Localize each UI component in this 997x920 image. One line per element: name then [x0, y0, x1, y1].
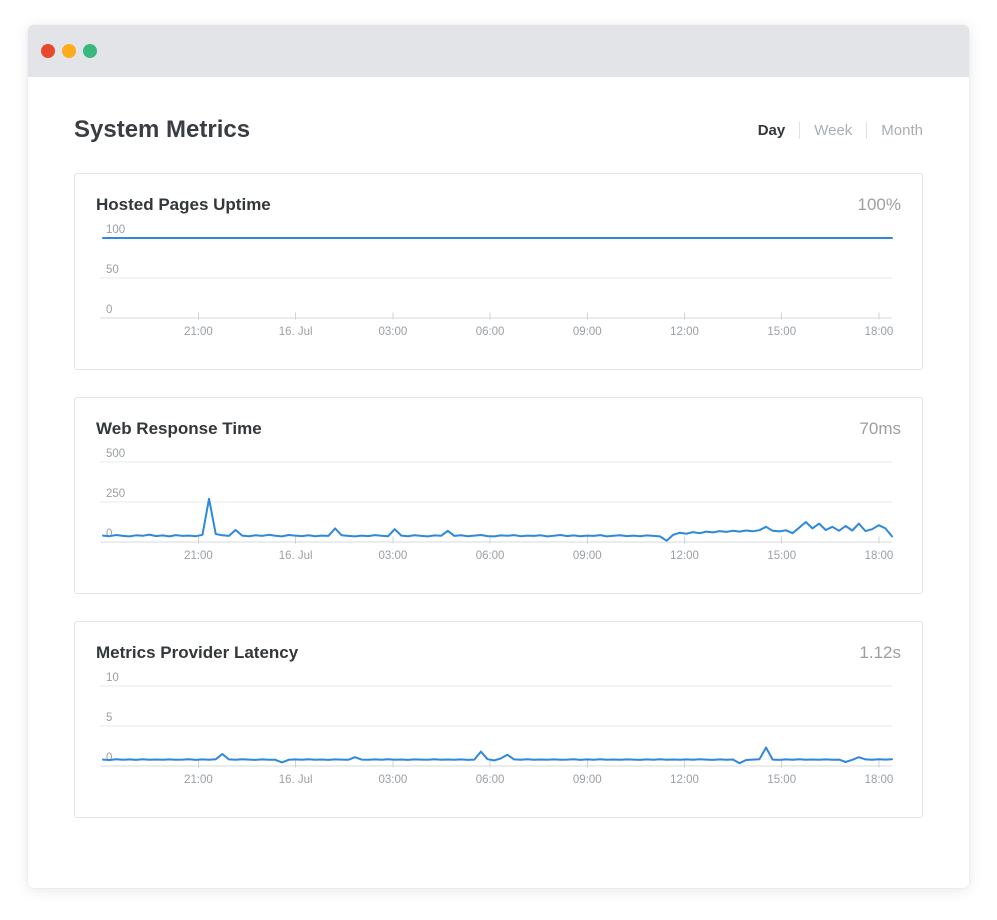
svg-text:16. Jul: 16. Jul: [279, 326, 313, 338]
card-header: Web Response Time 70ms: [75, 398, 922, 445]
time-range-tabs: Day Week Month: [744, 121, 923, 139]
svg-text:15:00: 15:00: [767, 550, 796, 562]
svg-text:21:00: 21:00: [184, 550, 213, 562]
svg-text:09:00: 09:00: [573, 774, 602, 786]
page-header: System Metrics Day Week Month: [74, 77, 923, 144]
card-title: Web Response Time: [96, 419, 262, 438]
svg-text:18:00: 18:00: [865, 774, 894, 786]
svg-text:06:00: 06:00: [476, 550, 505, 562]
card-web-response-time: Web Response Time 70ms 500 250 0 21:00 16. J…: [74, 397, 923, 594]
svg-text:50: 50: [106, 264, 119, 276]
svg-text:5: 5: [106, 712, 112, 724]
svg-text:16. Jul: 16. Jul: [279, 550, 313, 562]
svg-text:0: 0: [106, 528, 112, 540]
svg-text:0: 0: [106, 304, 112, 316]
card-header: Hosted Pages Uptime 100%: [75, 174, 922, 221]
svg-text:06:00: 06:00: [476, 326, 505, 338]
svg-text:18:00: 18:00: [865, 326, 894, 338]
window-close-button[interactable]: [41, 44, 55, 58]
svg-text:12:00: 12:00: [670, 774, 699, 786]
page-title: System Metrics: [74, 116, 251, 143]
response-time-chart-canvas: 500 250 0 21:00 16. Jul 03:00 06:00 09:00 12:00 1…: [99, 448, 894, 562]
svg-text:16. Jul: 16. Jul: [279, 774, 313, 786]
card-header: Metrics Provider Latency 1.12s: [75, 622, 922, 669]
svg-text:03:00: 03:00: [379, 550, 408, 562]
svg-text:06:00: 06:00: [476, 774, 505, 786]
card-title: Metrics Provider Latency: [96, 643, 299, 662]
card-title: Hosted Pages Uptime: [96, 195, 271, 214]
svg-text:10: 10: [106, 672, 119, 684]
svg-text:100: 100: [106, 224, 125, 236]
svg-text:0: 0: [106, 752, 112, 764]
svg-text:18:00: 18:00: [865, 550, 894, 562]
svg-text:12:00: 12:00: [670, 550, 699, 562]
uptime-chart-canvas: 100 50 0 21:00 16. Jul 03:00 06:00 09:00 12:00 15…: [99, 224, 894, 338]
window-titlebar: [28, 25, 969, 77]
svg-text:09:00: 09:00: [573, 326, 602, 338]
svg-text:09:00: 09:00: [573, 550, 602, 562]
svg-text:03:00: 03:00: [379, 774, 408, 786]
svg-text:15:00: 15:00: [767, 326, 796, 338]
window-minimize-button[interactable]: [62, 44, 76, 58]
tab-divider: [866, 121, 868, 139]
tab-month[interactable]: Month: [881, 121, 923, 139]
latency-chart-canvas: 10 5 0 21:00 16. Jul 03:00 06:00 09:00 12:00 15:0…: [99, 672, 894, 786]
card-metrics-provider-latency: Metrics Provider Latency 1.12s 10 5 0 21:00…: [74, 621, 923, 818]
tab-divider: [799, 121, 801, 139]
metric-value: 1.12s: [859, 643, 901, 662]
svg-text:250: 250: [106, 488, 125, 500]
svg-text:500: 500: [106, 448, 125, 460]
tab-day[interactable]: Day: [757, 121, 786, 139]
app-window: System Metrics Day Week Month Hosted Pag…: [28, 25, 969, 888]
tab-week[interactable]: Week: [814, 121, 853, 139]
svg-text:12:00: 12:00: [670, 326, 699, 338]
svg-text:21:00: 21:00: [184, 326, 213, 338]
svg-text:03:00: 03:00: [379, 326, 408, 338]
window-zoom-button[interactable]: [83, 44, 97, 58]
metric-value: 100%: [857, 195, 901, 214]
svg-text:15:00: 15:00: [767, 774, 796, 786]
svg-text:21:00: 21:00: [184, 774, 213, 786]
card-hosted-pages-uptime: Hosted Pages Uptime 100% 100 50 0 21:00 16. …: [74, 173, 923, 370]
metric-value: 70ms: [859, 419, 901, 438]
main-content: System Metrics Day Week Month Hosted Pag…: [28, 77, 969, 818]
